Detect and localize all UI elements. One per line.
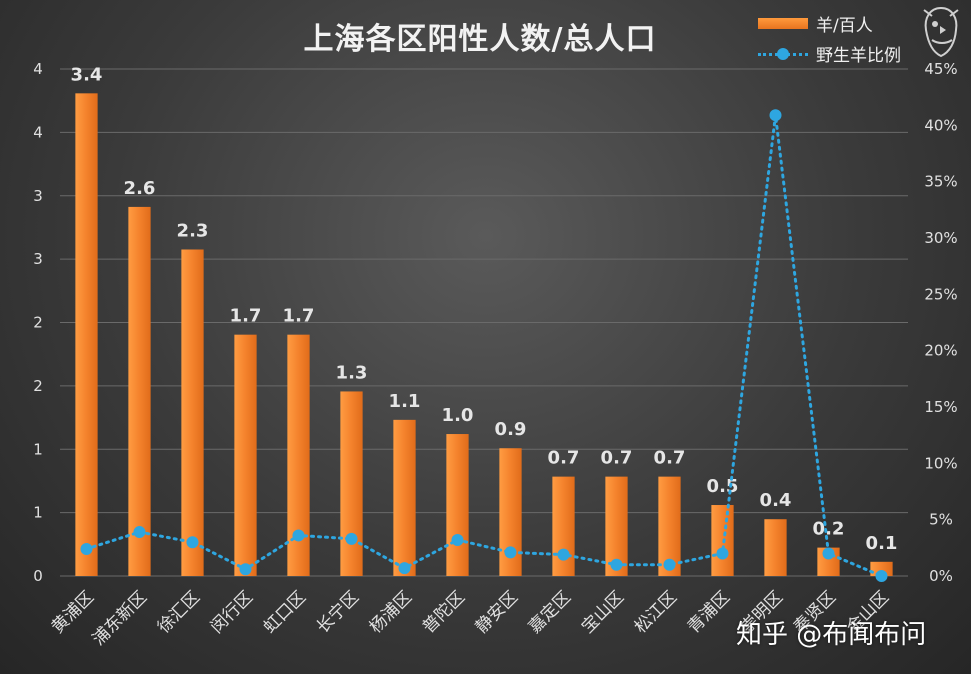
bird-mascot-icon xyxy=(923,6,959,58)
right-tick-label: 35% xyxy=(924,173,957,191)
right-tick-label: 5% xyxy=(929,511,953,529)
bar-data-label: 2.3 xyxy=(177,220,209,241)
bar-data-label: 0.7 xyxy=(548,448,580,469)
right-tick-label: 25% xyxy=(924,285,957,303)
line-point xyxy=(186,536,199,549)
bar-data-label: 0.9 xyxy=(495,419,527,440)
line-point xyxy=(133,526,146,539)
legend-bar-label: 羊/百人 xyxy=(816,15,873,36)
right-tick-label: 15% xyxy=(924,398,957,416)
bar xyxy=(75,93,98,576)
left-tick-label: 1 xyxy=(33,440,43,458)
line-point xyxy=(663,558,676,571)
right-tick-label: 20% xyxy=(924,342,957,360)
left-tick-label: 3 xyxy=(33,250,43,268)
category-label: 闵行区 xyxy=(207,587,257,637)
bar-data-label: 1.7 xyxy=(230,306,262,327)
legend-item-bar: 羊/百人 xyxy=(758,8,901,38)
left-tick-label: 2 xyxy=(33,314,43,332)
legend-item-line: 野生羊比例 xyxy=(758,38,901,68)
bar-data-label: 1.0 xyxy=(442,405,474,426)
category-label: 松江区 xyxy=(631,587,681,637)
bar xyxy=(128,206,151,577)
line-point xyxy=(80,542,93,555)
category-label: 长宁区 xyxy=(313,587,363,637)
bar-data-label: 0.1 xyxy=(866,533,898,554)
line-point xyxy=(610,558,623,571)
line-point xyxy=(345,532,358,545)
right-tick-label: 30% xyxy=(924,229,957,247)
bar xyxy=(658,476,681,576)
category-label: 嘉定区 xyxy=(525,587,575,637)
category-label: 青浦区 xyxy=(684,587,734,637)
right-tick-label: 40% xyxy=(924,116,957,134)
category-label: 徐汇区 xyxy=(154,587,204,637)
bar xyxy=(605,476,628,576)
left-tick-label: 2 xyxy=(33,377,43,395)
legend-line-swatch xyxy=(758,47,808,60)
line-path xyxy=(85,115,883,578)
watermark: 知乎 @布闻布问 xyxy=(736,620,927,650)
line-point xyxy=(239,563,252,576)
category-label: 虹口区 xyxy=(260,587,310,637)
bar xyxy=(393,419,416,576)
bar-data-label: 1.3 xyxy=(336,362,368,383)
bar xyxy=(499,448,522,576)
legend-line-label: 野生羊比例 xyxy=(816,45,901,66)
bar xyxy=(552,476,575,576)
bar-series xyxy=(75,93,893,577)
category-label: 黄浦区 xyxy=(48,587,98,637)
bar-data-label: 0.2 xyxy=(813,519,845,540)
legend: 羊/百人 野生羊比例 xyxy=(758,8,901,68)
left-axis: 0 1 1 2 2 3 3 4 4 xyxy=(33,60,43,585)
line-point xyxy=(504,546,517,559)
bar-data-label: 2.6 xyxy=(124,178,156,199)
line-point xyxy=(769,109,782,122)
bar xyxy=(870,561,893,576)
bar-data-label: 1.7 xyxy=(283,306,315,327)
category-label: 浦东新区 xyxy=(89,587,151,649)
bar-data-label: 1.1 xyxy=(389,391,421,412)
line-point xyxy=(557,548,570,561)
bar-data-label: 0.7 xyxy=(601,448,633,469)
right-tick-label: 45% xyxy=(924,60,957,78)
bar-data-label: 3.4 xyxy=(71,64,103,85)
bar-data-label: 0.7 xyxy=(654,448,686,469)
line-point xyxy=(822,547,835,560)
category-label: 静安区 xyxy=(472,587,522,637)
left-tick-label: 1 xyxy=(33,504,43,522)
bar xyxy=(181,249,204,576)
bar xyxy=(287,334,310,576)
bar-data-label: 0.5 xyxy=(707,476,739,497)
left-tick-label: 4 xyxy=(33,123,43,141)
category-label: 宝山区 xyxy=(578,587,628,637)
chart-title: 上海各区阳性人数/总人口 xyxy=(303,22,657,57)
category-label: 普陀区 xyxy=(419,587,469,637)
right-tick-label: 10% xyxy=(924,454,957,472)
bar xyxy=(234,334,257,576)
bar xyxy=(764,519,787,576)
bar xyxy=(446,434,469,576)
bar xyxy=(711,505,734,576)
right-tick-label: 0% xyxy=(929,567,953,585)
left-tick-label: 4 xyxy=(33,60,43,78)
bar xyxy=(340,391,363,576)
left-tick-label: 0 xyxy=(33,567,43,585)
line-point xyxy=(398,562,411,575)
right-axis: 0% 5% 10% 15% 20% 25% 30% 35% 40% 45% xyxy=(924,60,957,585)
line-point xyxy=(716,547,729,560)
category-label: 杨浦区 xyxy=(366,587,416,637)
line-point xyxy=(451,533,464,546)
left-tick-label: 3 xyxy=(33,187,43,205)
line-point xyxy=(292,529,305,542)
line-series xyxy=(80,109,888,582)
line-point xyxy=(875,570,888,582)
legend-bar-swatch xyxy=(758,17,808,29)
bar-data-label: 0.4 xyxy=(760,490,792,511)
